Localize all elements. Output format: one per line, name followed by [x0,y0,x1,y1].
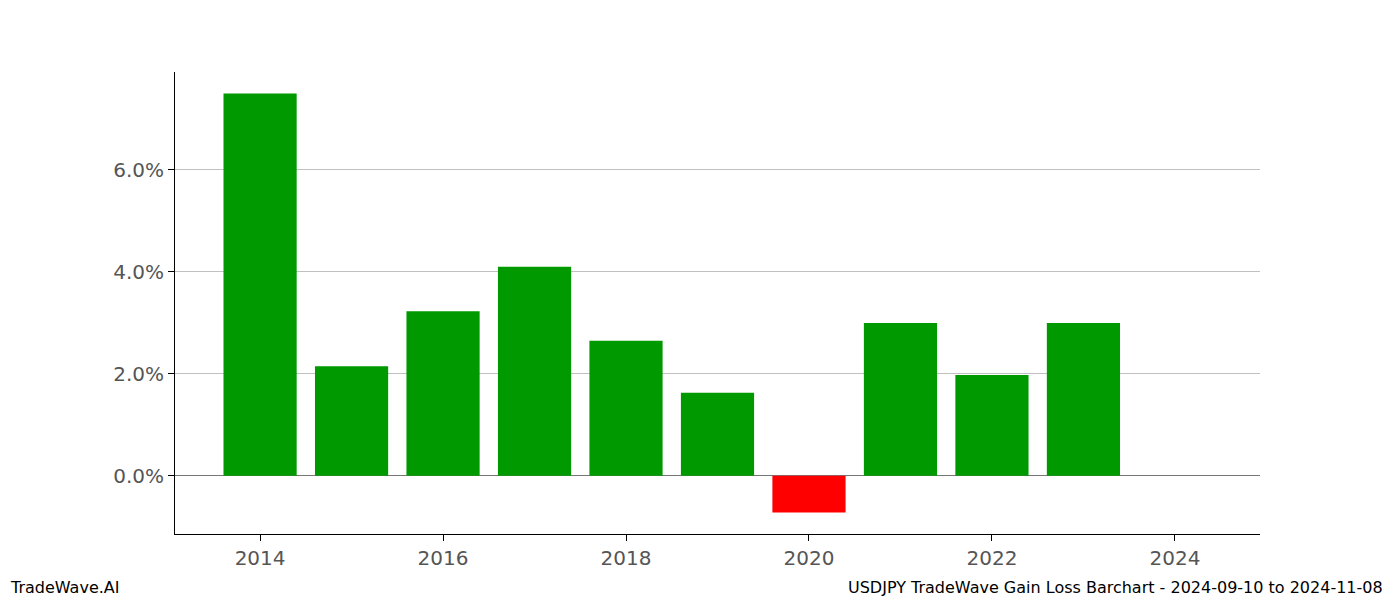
svg-text:2018: 2018 [601,546,652,570]
svg-text:4.0%: 4.0% [113,260,164,284]
svg-text:2.0%: 2.0% [113,362,164,386]
svg-text:0.0%: 0.0% [113,464,164,488]
svg-text:2020: 2020 [784,546,835,570]
svg-text:TradeWave.AI: TradeWave.AI [10,578,119,597]
svg-text:6.0%: 6.0% [113,158,164,182]
svg-text:2014: 2014 [235,546,286,570]
svg-text:2016: 2016 [418,546,469,570]
svg-text:USDJPY TradeWave Gain Loss Bar: USDJPY TradeWave Gain Loss Barchart - 20… [848,578,1383,597]
svg-text:2024: 2024 [1149,546,1200,570]
svg-text:2022: 2022 [966,546,1017,570]
